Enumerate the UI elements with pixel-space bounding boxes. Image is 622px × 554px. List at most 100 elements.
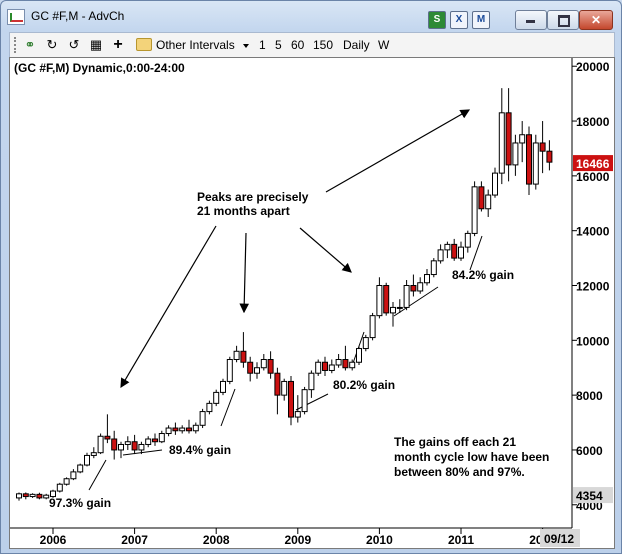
candle xyxy=(152,438,158,443)
chevron-down-icon[interactable] xyxy=(243,44,249,48)
chart-app-icon xyxy=(7,9,25,25)
candle xyxy=(362,337,369,350)
low-price-box xyxy=(573,487,613,504)
summary-annotation-line: between 80% and 97%. xyxy=(394,465,525,479)
date-label: 09/12 xyxy=(544,532,574,546)
candle xyxy=(138,443,145,451)
candle xyxy=(186,427,192,432)
properties-icon[interactable]: ▦ xyxy=(89,37,103,52)
price-chart[interactable]: (GC #F,M) Dynamic,0:00-24:00 Peaks are p… xyxy=(10,58,614,548)
x-button[interactable]: X xyxy=(450,11,468,29)
candle xyxy=(104,435,111,440)
link-chain-icon[interactable]: ⚭ xyxy=(24,37,36,52)
interval-5[interactable]: 5 xyxy=(275,38,282,52)
x-tick-label: 2006 xyxy=(40,533,67,547)
candle xyxy=(158,433,165,443)
s-button[interactable]: S xyxy=(428,11,446,29)
candle xyxy=(260,359,267,369)
candle xyxy=(43,494,50,499)
date-box xyxy=(540,529,580,547)
candle xyxy=(63,478,70,485)
gain-connector-line xyxy=(88,459,107,491)
add-icon[interactable]: + xyxy=(113,36,123,53)
candle xyxy=(539,142,546,152)
candle xyxy=(274,372,281,396)
reload-data-icon[interactable]: ↺ xyxy=(68,37,80,52)
candle xyxy=(417,282,424,292)
candle xyxy=(376,285,383,317)
toolbar-grip-icon[interactable] xyxy=(14,37,19,53)
candle xyxy=(247,361,254,374)
folder-icon[interactable] xyxy=(136,38,152,51)
candle xyxy=(29,493,36,498)
candle xyxy=(206,402,213,413)
candle xyxy=(36,493,43,499)
minimize-button[interactable] xyxy=(515,10,547,30)
candle xyxy=(335,359,342,366)
candle xyxy=(281,380,288,396)
candle xyxy=(165,427,172,435)
candle xyxy=(492,172,498,196)
x-tick-label: 2008 xyxy=(203,533,230,547)
candle xyxy=(226,359,233,382)
gain-89-annotation-line: 89.4% gain xyxy=(169,443,231,457)
toolbar: ⚭ ↻ ↺ ▦ + Other Intervals 1 5 60 150 Dai… xyxy=(9,32,615,58)
candle xyxy=(56,483,63,492)
candle xyxy=(97,435,104,454)
title-bar[interactable]: GC #F,M - AdvCh S X M xyxy=(1,1,621,31)
candle xyxy=(424,274,430,284)
last-price-box xyxy=(573,155,613,172)
y-tick-label: 18000 xyxy=(576,115,610,129)
candle xyxy=(458,246,464,259)
interval-weekly[interactable]: W xyxy=(378,38,390,52)
candle xyxy=(294,411,301,418)
candle xyxy=(356,348,362,363)
candle xyxy=(532,142,539,185)
candle xyxy=(77,464,84,473)
x-tick-label: 2011 xyxy=(448,533,474,547)
maximize-button[interactable] xyxy=(547,10,579,30)
interval-150[interactable]: 150 xyxy=(313,38,334,52)
interval-daily[interactable]: Daily xyxy=(343,38,370,52)
candle xyxy=(519,134,526,144)
candle xyxy=(192,424,199,432)
candle xyxy=(22,493,29,498)
y-tick-label: 20000 xyxy=(576,60,610,74)
m-button[interactable]: M xyxy=(472,11,490,29)
summary-annotation-line: month cycle low have been xyxy=(394,450,549,464)
interval-60[interactable]: 60 xyxy=(291,38,305,52)
candle xyxy=(403,285,410,308)
candle xyxy=(342,359,349,369)
candle xyxy=(315,361,322,374)
chart-title: (GC #F,M) Dynamic,0:00-24:00 xyxy=(14,61,185,75)
other-intervals-dropdown[interactable]: Other Intervals xyxy=(156,38,235,52)
candle xyxy=(505,112,512,166)
candle xyxy=(546,150,553,163)
chart-area[interactable]: (GC #F,M) Dynamic,0:00-24:00 Peaks are p… xyxy=(9,57,615,549)
candle xyxy=(179,427,186,432)
y-tick-label: 10000 xyxy=(576,334,610,348)
gain-97-annotation-line: 97.3% gain xyxy=(49,496,111,510)
close-button[interactable] xyxy=(579,10,613,30)
candle xyxy=(240,350,247,363)
candle xyxy=(124,441,131,445)
refresh-icon[interactable]: ↻ xyxy=(46,37,58,52)
candle xyxy=(131,441,138,451)
y-tick-label: 14000 xyxy=(576,225,610,239)
candle xyxy=(301,389,308,413)
annotation-arrow xyxy=(299,227,352,273)
candle xyxy=(464,232,471,248)
candle xyxy=(172,427,179,432)
low-price-label: 4354 xyxy=(576,489,603,503)
peaks-annotation-line: Peaks are precisely xyxy=(197,190,309,204)
annotation-arrow xyxy=(325,109,471,193)
candle xyxy=(396,306,403,309)
y-tick-label: 16000 xyxy=(576,170,610,184)
interval-1[interactable]: 1 xyxy=(259,38,266,52)
candle xyxy=(111,438,118,451)
candle xyxy=(220,380,226,393)
candle xyxy=(308,372,315,391)
y-tick-label: 12000 xyxy=(576,280,610,294)
candle xyxy=(16,493,22,499)
